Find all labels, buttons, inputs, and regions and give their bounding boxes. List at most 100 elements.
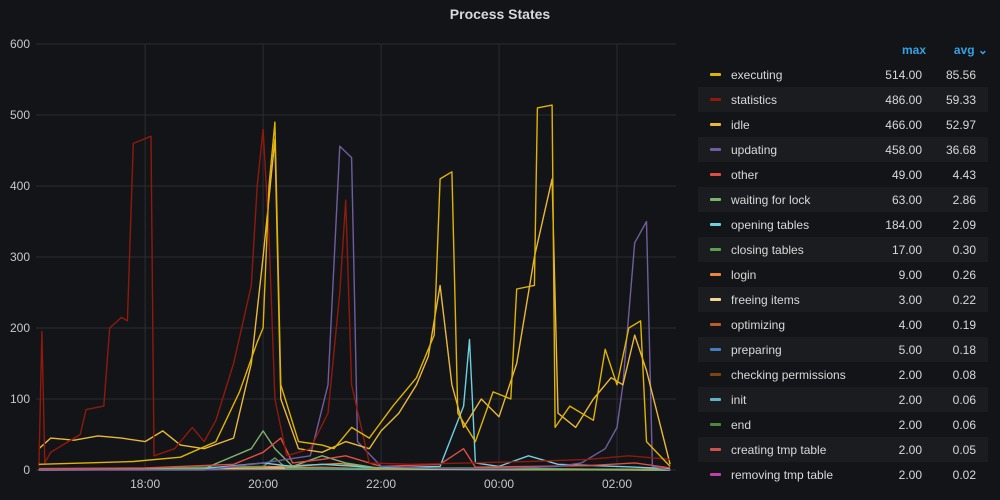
- x-tick-label: 18:00: [130, 477, 160, 491]
- legend-avg-value: 0.26: [952, 267, 976, 282]
- legend-series-name: opening tables: [731, 217, 810, 232]
- legend-swatch: [710, 123, 721, 126]
- legend-series-name: updating: [731, 142, 778, 157]
- legend-item-freeing-items[interactable]: freeing items 3.00 0.22: [698, 287, 988, 312]
- legend-series-name: init: [731, 392, 747, 407]
- legend-series-name: executing: [731, 67, 783, 82]
- legend-item-checking-permissions[interactable]: checking permissions 2.00 0.08: [698, 362, 988, 387]
- legend: max avg ⌄ executing 514.00 85.56 statistics…: [698, 38, 988, 487]
- series-line-waiting-for-lock[interactable]: [38, 430, 671, 471]
- legend-swatch: [710, 373, 721, 376]
- legend-avg-value: 0.22: [952, 292, 976, 307]
- legend-item-init[interactable]: init 2.00 0.06: [698, 387, 988, 412]
- legend-max-value: 2.00: [898, 467, 922, 482]
- legend-item-preparing[interactable]: preparing 5.00 0.18: [698, 337, 988, 362]
- legend-series-name: statistics: [731, 92, 778, 107]
- legend-avg-value: 52.97: [945, 117, 976, 132]
- x-tick-label: 20:00: [248, 477, 278, 491]
- legend-avg-value: 0.18: [952, 342, 976, 357]
- legend-item-updating[interactable]: updating 458.00 36.68: [698, 137, 988, 162]
- legend-avg-value: 0.08: [952, 367, 976, 382]
- legend-max-value: 9.00: [898, 267, 922, 282]
- legend-series-name: creating tmp table: [731, 442, 827, 457]
- legend-avg-value: 4.43: [952, 167, 976, 182]
- legend-series-name: idle: [731, 117, 750, 132]
- series-line-executing[interactable]: [38, 104, 671, 467]
- legend-max-value: 514.00: [885, 67, 922, 82]
- legend-max-value: 2.00: [898, 417, 922, 432]
- legend-item-idle[interactable]: idle 466.00 52.97: [698, 112, 988, 137]
- legend-item-login[interactable]: login 9.00 0.26: [698, 262, 988, 287]
- legend-series-name: checking permissions: [731, 367, 846, 382]
- legend-avg-value: 2.86: [952, 192, 976, 207]
- x-tick-label: 22:00: [366, 477, 396, 491]
- y-tick-label: 0: [23, 463, 30, 477]
- legend-swatch: [710, 348, 721, 351]
- legend-sort-max[interactable]: max: [901, 43, 926, 57]
- legend-swatch: [710, 448, 721, 451]
- legend-max-value: 458.00: [885, 142, 922, 157]
- legend-series-name: waiting for lock: [731, 192, 811, 207]
- series-line-idle[interactable]: [38, 138, 671, 465]
- legend-max-value: 63.00: [891, 192, 922, 207]
- legend-max-value: 3.00: [898, 292, 922, 307]
- legend-swatch: [710, 273, 721, 276]
- legend-swatch: [710, 473, 721, 476]
- y-tick-label: 500: [10, 108, 30, 122]
- legend-rows: executing 514.00 85.56 statistics 486.00 59.3…: [698, 62, 988, 487]
- legend-max-value: 17.00: [891, 242, 922, 257]
- series-line-updating[interactable]: [38, 145, 671, 471]
- legend-item-creating-tmp-table[interactable]: creating tmp table 2.00 0.05: [698, 437, 988, 462]
- legend-max-value: 2.00: [898, 442, 922, 457]
- legend-series-name: freeing items: [731, 292, 800, 307]
- legend-swatch: [710, 223, 721, 226]
- x-tick-label: 02:00: [602, 477, 632, 491]
- legend-avg-value: 0.02: [952, 467, 976, 482]
- legend-max-value: 2.00: [898, 392, 922, 407]
- y-tick-label: 200: [10, 321, 30, 335]
- legend-series-name: preparing: [731, 342, 782, 357]
- legend-series-name: end: [731, 417, 752, 432]
- legend-item-optimizing[interactable]: optimizing 4.00 0.19: [698, 312, 988, 337]
- x-tick-label: 00:00: [484, 477, 514, 491]
- legend-item-opening-tables[interactable]: opening tables 184.00 2.09: [698, 212, 988, 237]
- legend-avg-value: 0.30: [952, 242, 976, 257]
- legend-swatch: [710, 148, 721, 151]
- legend-avg-value: 0.06: [952, 392, 976, 407]
- legend-item-executing[interactable]: executing 514.00 85.56: [698, 62, 988, 87]
- legend-series-name: login: [731, 267, 757, 282]
- legend-max-value: 5.00: [898, 342, 922, 357]
- panel-title: Process States: [449, 6, 551, 22]
- legend-max-value: 49.00: [891, 167, 922, 182]
- legend-avg-value: 85.56: [945, 67, 976, 82]
- legend-item-removing-tmp-table[interactable]: removing tmp table 2.00 0.02: [698, 462, 988, 487]
- legend-swatch: [710, 298, 721, 301]
- legend-item-closing-tables[interactable]: closing tables 17.00 0.30: [698, 237, 988, 262]
- legend-avg-value: 0.05: [952, 442, 976, 457]
- legend-swatch: [710, 73, 721, 76]
- legend-avg-value: 2.09: [952, 217, 976, 232]
- legend-avg-value: 36.68: [945, 142, 976, 157]
- legend-item-waiting-for-lock[interactable]: waiting for lock 63.00 2.86: [698, 187, 988, 212]
- legend-series-name: optimizing: [731, 317, 786, 332]
- legend-avg-value: 0.06: [952, 417, 976, 432]
- legend-item-statistics[interactable]: statistics 486.00 59.33: [698, 87, 988, 112]
- plot-area[interactable]: 0 100 200 300 400 500 600 18:00 20:00 22:00 00:00 0…: [0, 0, 690, 500]
- legend-swatch: [710, 198, 721, 201]
- series-line-opening-tables[interactable]: [38, 338, 671, 471]
- legend-item-end[interactable]: end 2.00 0.06: [698, 412, 988, 437]
- legend-sort-avg[interactable]: avg ⌄: [953, 43, 988, 57]
- series-line-statistics[interactable]: [38, 128, 671, 467]
- legend-swatch: [710, 248, 721, 251]
- legend-item-other[interactable]: other 49.00 4.43: [698, 162, 988, 187]
- y-tick-label: 600: [10, 37, 30, 51]
- legend-avg-value: 59.33: [945, 92, 976, 107]
- legend-series-name: closing tables: [731, 242, 804, 257]
- legend-swatch: [710, 423, 721, 426]
- legend-swatch: [710, 398, 721, 401]
- legend-max-value: 466.00: [885, 117, 922, 132]
- y-tick-label: 100: [10, 392, 30, 406]
- legend-series-name: other: [731, 167, 759, 182]
- legend-max-value: 2.00: [898, 367, 922, 382]
